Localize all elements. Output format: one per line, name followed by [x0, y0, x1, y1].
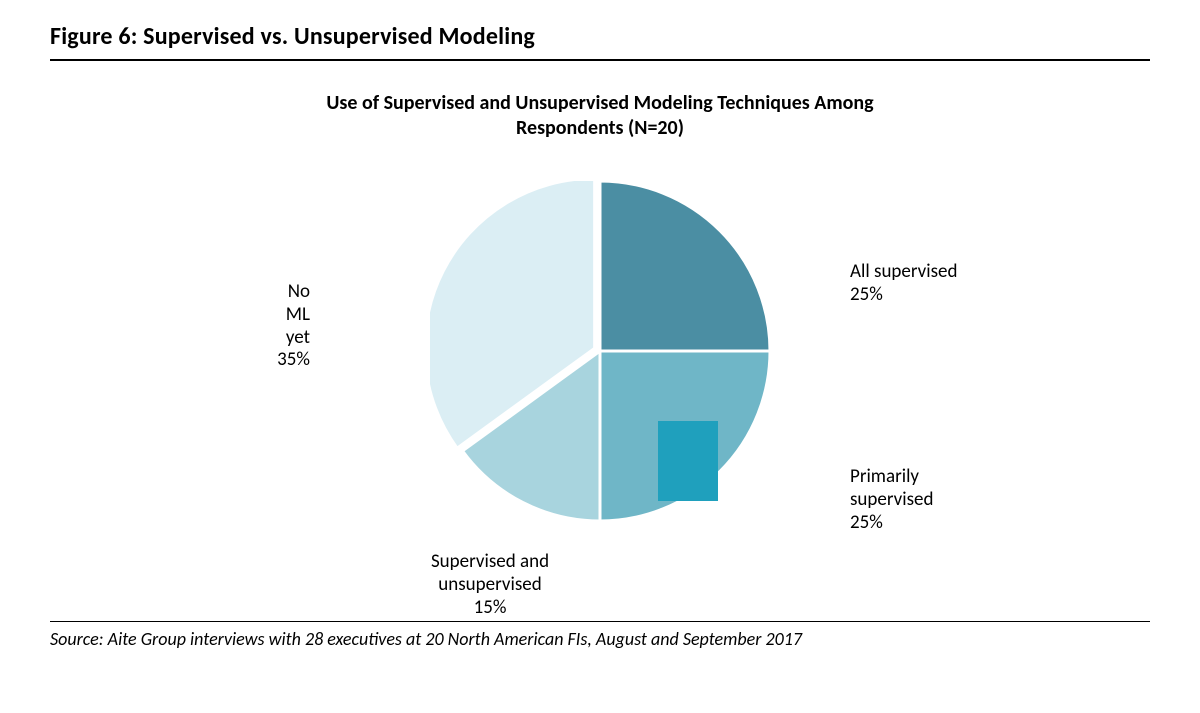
pie-slice-all_supervised: [600, 181, 770, 351]
chart-area: Use of Supervised and Unsupervised Model…: [50, 61, 1150, 621]
slice-label-no-ml-yet: No ML yet 35%: [260, 281, 310, 372]
bottom-rule: [50, 621, 1150, 622]
slice-label-supervised-unsupervised: Supervised and unsupervised 15%: [431, 551, 549, 619]
pie-chart: [430, 181, 770, 521]
pie-svg: [430, 181, 770, 521]
slice-label-all-supervised: All supervised 25%: [850, 261, 957, 307]
source-citation: Source: Aite Group interviews with 28 ex…: [50, 628, 1150, 650]
slice-label-primarily-supervised: Primarily supervised 25%: [850, 466, 933, 534]
figure-page: Figure 6: Supervised vs. Unsupervised Mo…: [0, 0, 1200, 713]
chart-title: Use of Supervised and Unsupervised Model…: [50, 91, 1150, 141]
chart-overlay-rect: [658, 421, 718, 501]
figure-title: Figure 6: Supervised vs. Unsupervised Mo…: [50, 22, 1150, 51]
